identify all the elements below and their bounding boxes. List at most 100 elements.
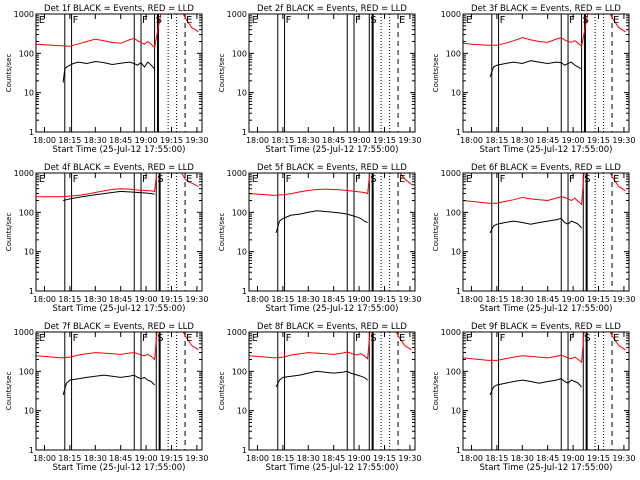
event-marker-label: F: [286, 15, 292, 26]
y-axis-label: Counts/sec: [218, 54, 226, 93]
event-marker-label: S: [584, 333, 590, 344]
x-tick-label: 18:45: [322, 295, 345, 304]
event-marker-label: E: [252, 174, 258, 185]
event-marker-label: F: [73, 174, 79, 185]
x-tick-label: 18:00: [33, 295, 56, 304]
events-series-line: [489, 217, 582, 234]
x-tick-label: 19:00: [348, 136, 371, 145]
axes-frame: [248, 13, 416, 133]
x-axis-label: Start Time (25-Jul-12 17:55:00): [266, 463, 399, 473]
event-marker-label: E: [466, 15, 472, 26]
event-marker-label: S: [156, 15, 162, 26]
y-axis-label: Counts/sec: [432, 213, 440, 252]
plot-area: [463, 332, 626, 450]
x-tick-label: 19:00: [562, 136, 585, 145]
axes-frame: [35, 172, 203, 292]
axes-frame: [462, 13, 630, 133]
x-tick-label: 18:00: [246, 295, 269, 304]
y-tick-label: 1000: [441, 10, 461, 19]
y-tick-label: 100: [446, 208, 461, 217]
axes-frame: [35, 331, 203, 451]
x-tick-label: 18:30: [511, 295, 534, 304]
y-tick-label: 1000: [14, 328, 34, 337]
y-axis-label: Counts/sec: [5, 54, 13, 93]
y-tick-label: 1: [456, 287, 461, 296]
event-marker-label: E: [39, 333, 45, 344]
y-tick-label: 1000: [14, 169, 34, 178]
chart-title: Det 1f BLACK = Events, RED = LLD: [44, 4, 194, 14]
event-marker-label: F: [142, 333, 148, 344]
y-tick-label: 100: [19, 49, 34, 58]
y-tick-label: 100: [19, 208, 34, 217]
y-tick-label: 1: [242, 446, 247, 455]
x-tick-label: 19:15: [160, 136, 183, 145]
x-tick-label: 18:00: [33, 136, 56, 145]
y-tick-label: 1: [29, 287, 34, 296]
y-tick-label: 10: [237, 89, 247, 98]
x-tick-label: 19:00: [348, 295, 371, 304]
x-axis-label: Start Time (25-Jul-12 17:55:00): [480, 463, 613, 473]
x-tick-label: 18:30: [84, 136, 107, 145]
event-marker-label: E: [39, 15, 45, 26]
event-marker-label: F: [500, 15, 506, 26]
events-series-line: [275, 210, 368, 234]
x-tick-label: 19:15: [587, 136, 610, 145]
y-tick-label: 10: [237, 407, 247, 416]
event-marker-label: E: [466, 333, 472, 344]
lld-series-line: [249, 173, 412, 196]
event-marker-label: E: [613, 333, 619, 344]
event-marker-label: F: [569, 333, 575, 344]
y-tick-label: 10: [24, 89, 34, 98]
chart-title: Det 3f BLACK = Events, RED = LLD: [471, 4, 621, 14]
x-tick-label: 19:30: [398, 295, 421, 304]
event-marker-label: S: [370, 15, 376, 26]
y-tick-label: 1000: [441, 328, 461, 337]
plot-area: [36, 173, 199, 291]
x-tick-label: 19:00: [348, 454, 371, 463]
event-marker-label: S: [583, 15, 589, 26]
x-tick-label: 18:15: [485, 454, 508, 463]
event-marker-label: E: [186, 174, 192, 185]
y-tick-label: 10: [237, 248, 247, 257]
chart-title: Det 7f BLACK = Events, RED = LLD: [44, 322, 194, 332]
x-tick-label: 18:30: [84, 454, 107, 463]
chart-title: Det 9f BLACK = Events, RED = LLD: [471, 322, 621, 332]
y-tick-label: 1: [242, 287, 247, 296]
x-tick-label: 18:15: [271, 136, 294, 145]
event-marker-label: E: [186, 15, 192, 26]
chart-title: Det 8f BLACK = Events, RED = LLD: [257, 322, 407, 332]
y-axis-label: Counts/sec: [218, 372, 226, 411]
plot-area: [249, 173, 412, 291]
y-tick-label: 100: [232, 49, 247, 58]
x-tick-label: 18:15: [58, 136, 81, 145]
axes-frame: [462, 331, 630, 451]
event-marker-label: F: [355, 174, 361, 185]
event-marker-label: F: [286, 174, 292, 185]
lld-series-line: [36, 173, 199, 198]
x-tick-label: 19:00: [135, 295, 158, 304]
x-tick-label: 18:15: [58, 295, 81, 304]
y-axis-label: Counts/sec: [218, 213, 226, 252]
y-axis-label: Counts/sec: [432, 372, 440, 411]
event-marker-label: F: [142, 15, 148, 26]
y-axis-label: Counts/sec: [5, 372, 13, 411]
x-tick-label: 18:00: [33, 454, 56, 463]
x-tick-label: 19:00: [135, 136, 158, 145]
event-marker-label: F: [286, 333, 292, 344]
y-axis-label: Counts/sec: [5, 213, 13, 252]
x-tick-label: 19:00: [562, 295, 585, 304]
y-tick-label: 1: [456, 446, 461, 455]
x-tick-label: 18:45: [536, 136, 559, 145]
y-axis-label: Counts/sec: [432, 54, 440, 93]
x-tick-label: 18:00: [460, 454, 483, 463]
x-tick-label: 19:15: [587, 454, 610, 463]
x-tick-label: 18:00: [460, 295, 483, 304]
event-marker-label: E: [399, 174, 405, 185]
x-tick-label: 19:30: [612, 136, 635, 145]
event-marker-label: F: [355, 333, 361, 344]
